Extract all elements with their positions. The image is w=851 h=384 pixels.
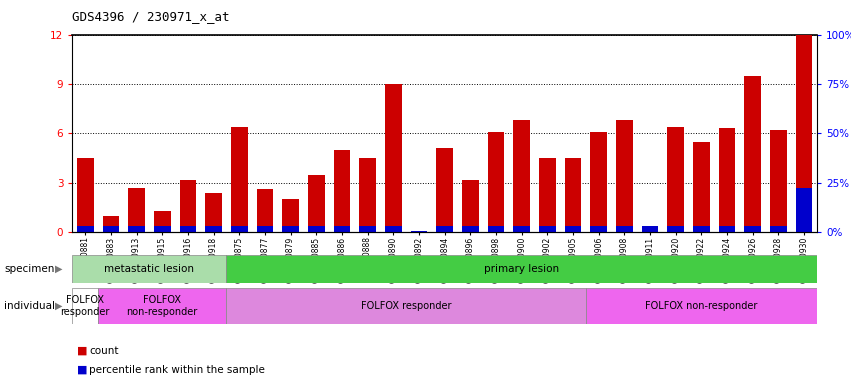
Bar (462, 180, 478, 232)
Bar (129, 226, 145, 232)
Bar (385, 226, 402, 232)
Bar (308, 175, 324, 232)
Bar (539, 226, 556, 232)
Bar (154, 211, 170, 232)
Bar (205, 193, 222, 232)
Bar (745, 226, 761, 232)
Bar (256, 189, 273, 232)
Bar (334, 150, 351, 232)
Bar (591, 226, 607, 232)
Bar (565, 226, 581, 232)
Text: FOLFOX non-responder: FOLFOX non-responder (645, 301, 757, 311)
Bar (796, 188, 813, 232)
Bar (77, 158, 94, 232)
Bar (642, 229, 659, 232)
Bar (334, 226, 351, 232)
Bar (462, 226, 478, 232)
Bar (667, 226, 684, 232)
Text: specimen: specimen (4, 264, 54, 274)
Text: FOLFOX
non-responder: FOLFOX non-responder (127, 295, 197, 317)
Bar (98, 288, 226, 324)
Bar (513, 120, 530, 232)
Text: percentile rank within the sample: percentile rank within the sample (89, 365, 266, 375)
Bar (770, 130, 787, 232)
Bar (72, 288, 98, 324)
Bar (591, 132, 607, 232)
Bar (205, 226, 222, 232)
Text: ■: ■ (77, 346, 87, 356)
Bar (231, 127, 248, 232)
Bar (385, 84, 402, 232)
Bar (488, 226, 505, 232)
Text: ■: ■ (77, 365, 87, 375)
Bar (693, 142, 710, 232)
Bar (102, 226, 119, 232)
Bar (616, 120, 633, 232)
Bar (411, 231, 427, 232)
Bar (693, 226, 710, 232)
Bar (642, 226, 659, 232)
Bar (77, 226, 94, 232)
Bar (667, 127, 684, 232)
Bar (359, 158, 376, 232)
Bar (770, 226, 787, 232)
Bar (129, 188, 145, 232)
Bar (539, 158, 556, 232)
Text: count: count (89, 346, 119, 356)
Bar (226, 255, 817, 283)
Text: primary lesion: primary lesion (484, 264, 559, 274)
Bar (180, 226, 197, 232)
Text: FOLFOX responder: FOLFOX responder (361, 301, 451, 311)
Bar (283, 199, 299, 232)
Bar (154, 226, 170, 232)
Bar (437, 226, 453, 232)
Text: ▶: ▶ (54, 264, 62, 274)
Bar (437, 148, 453, 232)
Bar (565, 158, 581, 232)
Bar (102, 216, 119, 232)
Bar (616, 226, 633, 232)
Text: FOLFOX
responder: FOLFOX responder (60, 295, 110, 317)
Text: GDS4396 / 230971_x_at: GDS4396 / 230971_x_at (72, 10, 230, 23)
Bar (745, 76, 761, 232)
Bar (180, 180, 197, 232)
Text: metastatic lesion: metastatic lesion (105, 264, 194, 274)
Bar (719, 226, 735, 232)
Bar (283, 226, 299, 232)
Bar (226, 288, 585, 324)
Text: ▶: ▶ (54, 301, 62, 311)
Text: individual: individual (4, 301, 55, 311)
Bar (308, 226, 324, 232)
Bar (72, 255, 226, 283)
Bar (796, 35, 813, 232)
Bar (488, 132, 505, 232)
Bar (585, 288, 817, 324)
Bar (719, 129, 735, 232)
Bar (256, 226, 273, 232)
Bar (231, 226, 248, 232)
Bar (359, 226, 376, 232)
Bar (513, 226, 530, 232)
